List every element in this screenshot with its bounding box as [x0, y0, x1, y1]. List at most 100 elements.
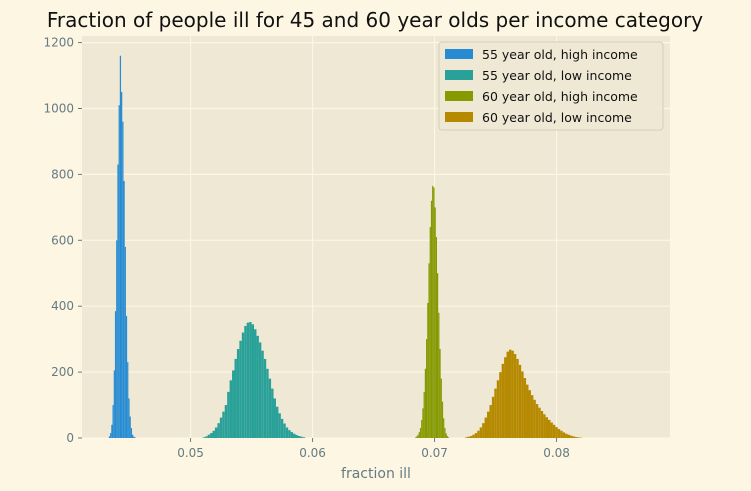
histogram-bar — [280, 418, 284, 438]
legend-entry-label: 55 year old, low income — [482, 68, 632, 83]
histogram-bar — [444, 428, 446, 438]
x-axis-ticks: 0.05 0.06 0.07 0.08 — [177, 438, 570, 460]
histogram-bar — [465, 437, 468, 438]
histogram-bar — [416, 436, 418, 438]
histogram-bar — [266, 368, 269, 438]
histogram-bar — [246, 322, 250, 438]
histogram-bar — [293, 433, 296, 438]
histogram-bar — [300, 436, 303, 438]
histogram-bar — [441, 401, 444, 438]
series-3-bars — [415, 185, 450, 438]
y-tick-label: 400 — [51, 299, 74, 313]
histogram-bar — [426, 339, 428, 438]
histogram-bar — [511, 350, 514, 438]
legend-swatch — [445, 70, 473, 80]
x-tick-label: 0.06 — [299, 446, 326, 460]
histogram-bar — [258, 342, 262, 438]
legend-entry-label: 60 year old, high income — [482, 89, 638, 104]
histogram-bar — [533, 399, 536, 438]
histogram-bar — [574, 437, 578, 438]
histogram-bar — [427, 302, 429, 438]
histogram-bar — [474, 433, 478, 438]
x-axis-label: fraction ill — [341, 466, 411, 482]
histogram-bar — [472, 434, 475, 438]
histogram-bar — [251, 324, 255, 438]
histogram-bar — [227, 391, 230, 438]
histogram-bar — [540, 410, 544, 438]
histogram-bar — [117, 164, 119, 439]
histogram-bar — [244, 325, 247, 438]
y-tick-label: 600 — [51, 233, 74, 247]
histogram-bar — [124, 246, 126, 438]
histogram-bar — [423, 391, 425, 438]
histogram-bar — [491, 396, 495, 438]
grid-lines — [82, 36, 670, 439]
histogram-bar — [538, 407, 541, 438]
legend-swatch — [445, 91, 473, 101]
histogram-bar — [569, 435, 573, 438]
histogram-bar — [572, 436, 575, 438]
histogram-bar — [114, 311, 117, 438]
histogram-bar — [129, 416, 131, 438]
histogram-bar — [278, 413, 281, 438]
histogram-bar — [222, 411, 225, 438]
histogram-bar — [548, 419, 551, 438]
histogram-bar — [202, 437, 206, 438]
histogram-bar — [508, 349, 512, 438]
histogram-bar — [429, 227, 431, 438]
histogram-bar — [275, 406, 279, 438]
x-tick-label: 0.05 — [177, 446, 204, 460]
histogram-bar — [249, 322, 252, 438]
histogram-bar — [219, 417, 223, 438]
histogram-bar — [560, 430, 563, 438]
histogram-bar — [446, 436, 448, 438]
histogram-bar — [285, 427, 289, 438]
histogram-bar — [254, 329, 257, 438]
histogram-bar — [123, 180, 125, 438]
series-2-bars — [202, 322, 306, 438]
histogram-bar — [273, 398, 276, 438]
histogram-bar — [577, 437, 580, 438]
histogram-bar — [290, 432, 294, 438]
histogram-bar — [440, 378, 442, 438]
legend-entry-label: 60 year old, low income — [482, 110, 632, 125]
x-tick-label: 0.07 — [421, 446, 448, 460]
histogram-bar — [128, 398, 130, 438]
y-tick-label: 0 — [66, 431, 74, 445]
histogram-bar — [113, 370, 115, 438]
series-1-bars — [108, 55, 136, 439]
histogram-bar — [224, 405, 228, 438]
legend-box — [438, 41, 664, 131]
histogram-bar — [261, 350, 264, 438]
histogram-bar — [112, 405, 114, 438]
histogram-bar — [545, 417, 549, 438]
histogram-bar — [421, 419, 423, 438]
histogram-bar — [482, 423, 485, 438]
legend-swatch — [445, 49, 473, 59]
histogram-bar — [436, 273, 439, 438]
histogram-bar — [283, 423, 286, 438]
histogram-bar — [494, 388, 497, 438]
histogram-bar — [518, 364, 522, 438]
histogram-bar — [487, 411, 490, 438]
histogram-bar — [550, 422, 553, 438]
histogram-bar — [501, 363, 505, 438]
histogram-bar — [111, 424, 113, 438]
histogram-bar — [415, 437, 417, 438]
legend-entry-label: 55 year old, high income — [482, 47, 638, 62]
histogram-bar — [207, 434, 211, 438]
histogram-bar — [513, 353, 517, 438]
histogram-bar — [435, 237, 437, 438]
histogram-bar — [499, 372, 502, 438]
histogram-bar — [543, 414, 546, 438]
histogram-bar — [552, 424, 556, 438]
histogram-bar — [417, 434, 419, 438]
histogram-bar — [528, 390, 531, 438]
x-tick-label: 0.08 — [543, 446, 570, 460]
histogram-bar — [428, 263, 430, 438]
histogram-bar — [521, 371, 524, 438]
y-tick-label: 1000 — [43, 101, 74, 115]
histogram-bar — [132, 434, 134, 438]
histogram-bar — [535, 404, 539, 438]
histogram-bar — [419, 428, 422, 438]
